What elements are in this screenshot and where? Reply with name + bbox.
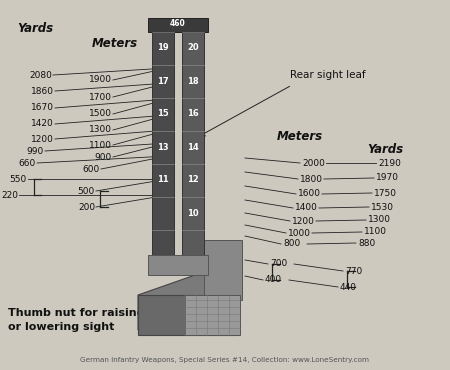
Text: 1200: 1200 xyxy=(292,216,315,225)
Text: 600: 600 xyxy=(83,165,100,174)
Text: 1530: 1530 xyxy=(371,202,394,212)
Bar xyxy=(185,295,240,335)
Text: 16: 16 xyxy=(187,110,199,118)
Text: 1420: 1420 xyxy=(31,120,54,128)
Text: 1860: 1860 xyxy=(31,87,54,95)
Text: 1800: 1800 xyxy=(300,175,323,184)
Text: 1000: 1000 xyxy=(288,229,311,238)
Text: 11: 11 xyxy=(157,175,169,185)
Text: Yards: Yards xyxy=(367,143,403,156)
Bar xyxy=(138,295,238,335)
Text: 19: 19 xyxy=(157,44,169,53)
Text: 2000: 2000 xyxy=(302,158,325,168)
Text: 440: 440 xyxy=(340,283,357,292)
FancyBboxPatch shape xyxy=(148,255,208,275)
Text: 12: 12 xyxy=(187,175,199,185)
Text: 1300: 1300 xyxy=(89,125,112,135)
Text: 1670: 1670 xyxy=(31,104,54,112)
Text: Yards: Yards xyxy=(17,22,53,35)
Text: 1970: 1970 xyxy=(376,174,399,182)
Text: 550: 550 xyxy=(10,175,27,184)
Text: 1500: 1500 xyxy=(89,110,112,118)
Text: 800: 800 xyxy=(283,239,300,249)
Text: 14: 14 xyxy=(187,142,199,151)
Bar xyxy=(204,240,242,300)
Text: 2080: 2080 xyxy=(29,71,52,80)
Text: Meters: Meters xyxy=(92,37,138,50)
Bar xyxy=(182,25,204,260)
Text: 500: 500 xyxy=(78,186,95,195)
Text: Meters: Meters xyxy=(277,130,323,143)
Text: 990: 990 xyxy=(27,147,44,155)
Text: 1100: 1100 xyxy=(89,141,112,149)
Text: Thumb nut for raising
or lowering sight: Thumb nut for raising or lowering sight xyxy=(8,308,144,332)
Text: 1900: 1900 xyxy=(89,75,112,84)
Text: 13: 13 xyxy=(157,142,169,151)
Text: Rear sight leaf: Rear sight leaf xyxy=(290,70,365,80)
Text: 10: 10 xyxy=(187,209,199,218)
Text: 400: 400 xyxy=(265,276,282,285)
Text: 1750: 1750 xyxy=(374,188,397,198)
Bar xyxy=(148,18,208,32)
Text: 900: 900 xyxy=(95,152,112,161)
Bar xyxy=(152,25,174,260)
Text: 1700: 1700 xyxy=(89,92,112,101)
Text: 1400: 1400 xyxy=(295,204,318,212)
Text: 460: 460 xyxy=(170,20,186,28)
Text: 770: 770 xyxy=(345,266,362,276)
Text: 17: 17 xyxy=(157,77,169,85)
Text: 880: 880 xyxy=(358,239,375,248)
Text: 1200: 1200 xyxy=(31,135,54,144)
Text: 700: 700 xyxy=(270,259,287,269)
Text: 1300: 1300 xyxy=(368,215,391,225)
Polygon shape xyxy=(138,260,238,330)
Text: German Infantry Weapons, Special Series #14, Collection: www.LoneSentry.com: German Infantry Weapons, Special Series … xyxy=(81,357,369,363)
Text: 1100: 1100 xyxy=(364,228,387,236)
Text: 18: 18 xyxy=(187,77,199,85)
Text: 660: 660 xyxy=(19,158,36,168)
Text: 20: 20 xyxy=(187,44,199,53)
Text: 220: 220 xyxy=(1,191,18,199)
Text: 2190: 2190 xyxy=(378,158,401,168)
Text: 200: 200 xyxy=(78,202,95,212)
Text: 15: 15 xyxy=(157,110,169,118)
Text: 1600: 1600 xyxy=(298,189,321,198)
